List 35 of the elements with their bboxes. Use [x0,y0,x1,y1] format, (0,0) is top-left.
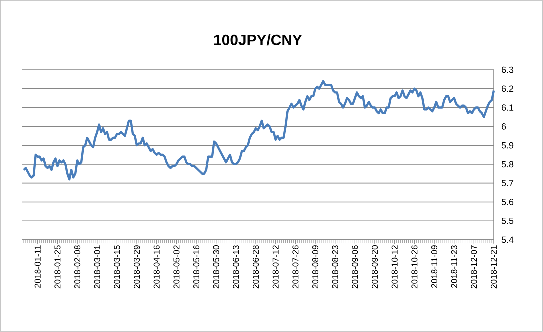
y-tick-label: 6 [502,123,506,130]
x-tick-label: 2018-03-01 [94,246,100,289]
x-tick-label: 2018-03-29 [134,246,140,289]
y-tick-label: 6.1 [502,104,514,111]
x-tick-label: 2018-10-12 [392,246,398,289]
x-tick-label: 2018-07-12 [272,246,279,289]
x-tick-label: 2018-07-26 [292,246,299,289]
x-tick-label: 2018-06-28 [252,246,260,289]
y-tick-label: 5.9 [502,142,514,149]
x-tick-label: 2018-08-09 [312,246,319,289]
x-tick-label: 2018-09-06 [352,246,358,289]
x-tick-label: 2018-12-21 [490,246,498,289]
y-tick-label: 5.8 [502,161,514,168]
x-tick-label: 2018-04-16 [154,246,160,289]
y-tick-label: 6.3 [502,66,514,74]
x-tick-label: 2018-02-08 [74,246,81,289]
x-tick-label: 2018-11-09 [431,246,438,288]
y-tick-label: 5.6 [502,199,514,206]
x-tick-label: 2018-10-26 [412,246,418,289]
y-tick-label: 5.4 [502,236,514,244]
y-tick-label: 5.5 [502,218,514,224]
x-tick-label: 2018-08-23 [332,246,338,289]
x-tick-label: 2018-12-07 [471,246,478,289]
x-tick-label: 2018-01-11 [34,246,41,288]
x-tick-label: 2018-05-30 [213,246,220,289]
y-tick-label: 5.7 [502,180,514,186]
x-tick-label: 2018-11-23 [451,246,458,288]
x-tick-label: 2018-05-16 [193,246,200,289]
chart-title: 100JPY/CNY [214,34,302,46]
x-tick-label: 2018-09-20 [372,246,378,289]
x-tick-label: 2018-05-02 [174,246,180,289]
x-tick-label: 2018-03-15 [114,246,120,289]
y-tick-label: 6.2 [502,86,514,92]
x-tick-label: 2018-01-25 [54,246,61,289]
x-tick-label: 2018-06-13 [233,246,240,289]
